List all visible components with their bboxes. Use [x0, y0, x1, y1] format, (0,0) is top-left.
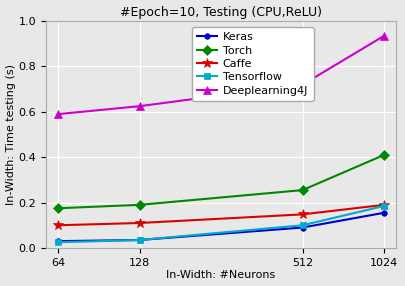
Caffe — [382, 203, 386, 206]
Torch — [137, 203, 142, 206]
Caffe — [300, 213, 305, 216]
Y-axis label: In-Width: Time testing (s): In-Width: Time testing (s) — [6, 64, 15, 205]
Line: Torch: Torch — [55, 152, 388, 212]
Tensorflow — [55, 241, 60, 244]
Keras — [300, 226, 305, 229]
Deeplearning4J — [55, 112, 60, 116]
Torch — [55, 206, 60, 210]
Torch — [382, 153, 386, 157]
Deeplearning4J — [300, 83, 305, 86]
Keras — [382, 211, 386, 214]
Tensorflow — [300, 224, 305, 227]
Deeplearning4J — [137, 104, 142, 108]
Line: Keras: Keras — [55, 210, 387, 244]
Caffe — [137, 221, 142, 225]
Tensorflow — [137, 238, 142, 242]
Title: #Epoch=10, Testing (CPU,ReLU): #Epoch=10, Testing (CPU,ReLU) — [120, 5, 322, 19]
Torch — [300, 188, 305, 192]
Deeplearning4J — [382, 34, 386, 37]
Legend: Keras, Torch, Caffe, Tensorflow, Deeplearning4J: Keras, Torch, Caffe, Tensorflow, Deeplea… — [192, 27, 313, 101]
X-axis label: In-Width: #Neurons: In-Width: #Neurons — [166, 271, 276, 281]
Line: Tensorflow: Tensorflow — [55, 203, 387, 245]
Line: Caffe: Caffe — [53, 200, 389, 230]
Line: Deeplearning4J: Deeplearning4J — [54, 32, 388, 118]
Tensorflow — [382, 204, 386, 208]
Keras — [137, 238, 142, 242]
Keras — [55, 239, 60, 243]
Caffe — [55, 224, 60, 227]
